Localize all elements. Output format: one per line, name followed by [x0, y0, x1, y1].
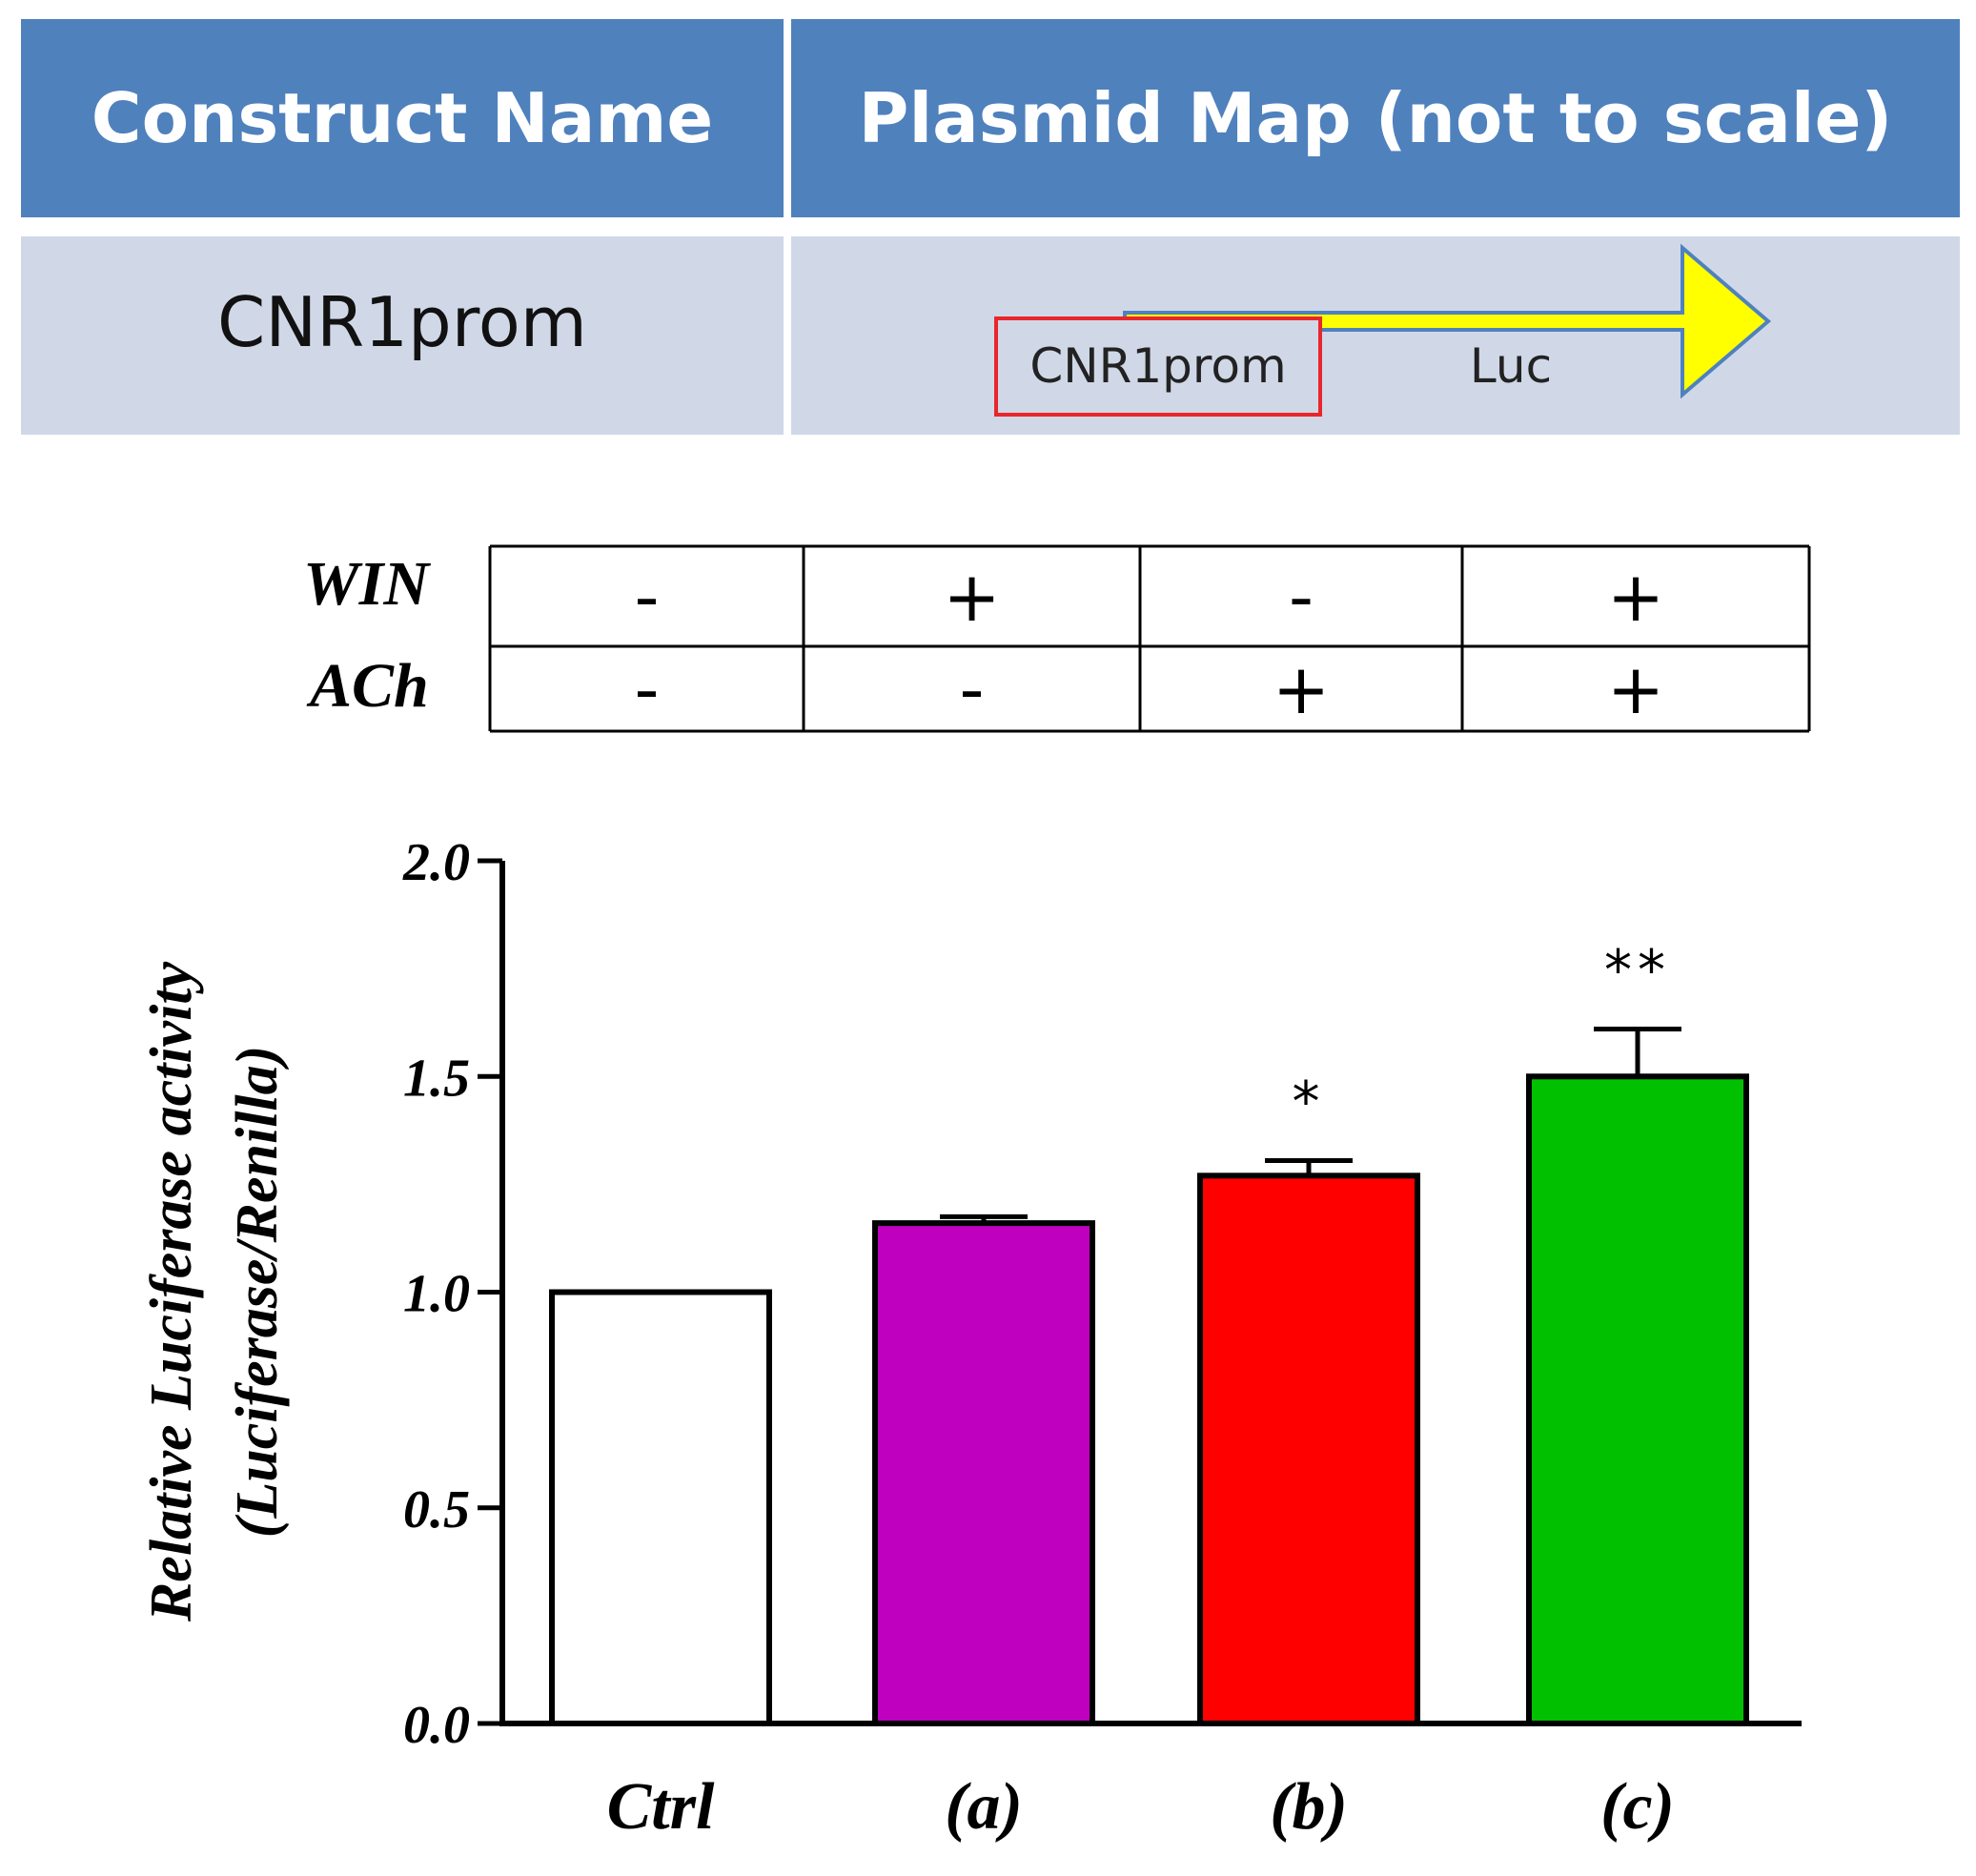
y-tick-label: 2.0: [402, 833, 470, 892]
reporter-label: Luc: [1470, 338, 1552, 394]
significance-label: **: [1604, 937, 1671, 1002]
y-tick-label: 1.5: [403, 1049, 470, 1108]
construct-table: Construct Name Plasmid Map (not to scale…: [21, 19, 1960, 438]
bar: [1197, 1172, 1420, 1726]
header-plasmid-map: Plasmid Map (not to scale): [791, 19, 1960, 217]
bar: [549, 1289, 772, 1726]
win-a-cell: +: [943, 556, 1001, 637]
win-c-cell: +: [1606, 556, 1665, 637]
ach-c-cell: +: [1606, 648, 1665, 729]
y-axis-label: Relative Luciferase activity: [139, 961, 204, 1622]
ach-ctrl-cell: -: [634, 648, 660, 729]
x-tick-label: (b): [1270, 1770, 1348, 1844]
win-label: WIN: [303, 549, 430, 619]
x-tick-label: (c): [1600, 1770, 1675, 1844]
bar: [1526, 1073, 1749, 1726]
x-tick-label: (a): [945, 1770, 1023, 1844]
y-axis-label-units: (Luciferase/Renilla): [225, 1046, 290, 1539]
x-tick-label: Ctrl: [607, 1770, 715, 1844]
win-b-cell: -: [1289, 556, 1314, 637]
significance-label: *: [1293, 1069, 1326, 1133]
bar: [872, 1220, 1095, 1726]
promoter-label: CNR1prom: [1029, 338, 1286, 394]
ach-label: ACh: [310, 651, 429, 721]
promoter-box: [994, 316, 1322, 417]
y-tick-label: 1.0: [403, 1265, 470, 1324]
construct-name-cell: CNR1prom: [21, 236, 784, 435]
y-tick-label: 0.0: [403, 1696, 470, 1755]
header-construct-name: Construct Name: [21, 19, 784, 217]
win-ctrl-cell: -: [634, 556, 660, 637]
ach-b-cell: +: [1272, 648, 1331, 729]
construct-name: CNR1prom: [217, 282, 587, 362]
plasmid-map-cell: CNR1prom Luc: [791, 236, 1960, 435]
ach-a-cell: -: [959, 648, 985, 729]
plasmid-map: CNR1prom Luc: [994, 243, 1772, 417]
y-tick-label: 0.5: [403, 1480, 470, 1540]
